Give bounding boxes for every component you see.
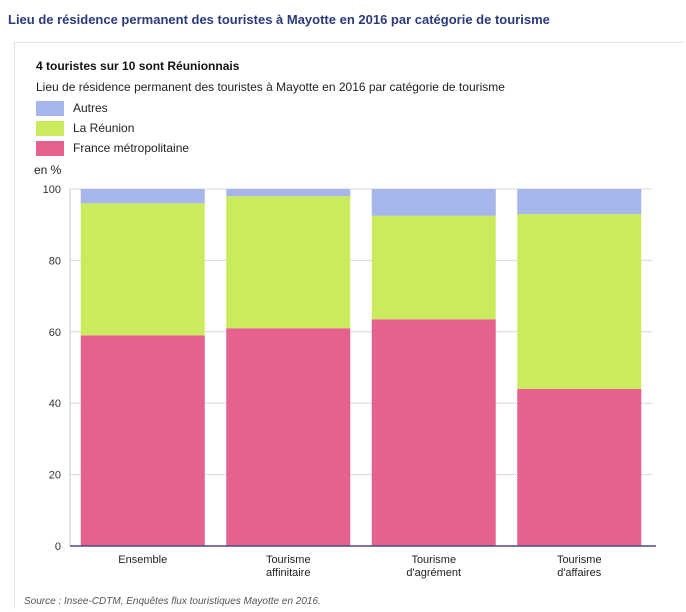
chart-subtitle: Lieu de résidence permanent des touriste… <box>36 80 505 94</box>
bar-0-la-r-union <box>80 203 205 336</box>
legend-swatch-la-reunion <box>36 120 64 136</box>
chart-title: 4 touristes sur 10 sont Réunionnais <box>36 59 240 73</box>
bar-2-autres <box>371 189 496 216</box>
x-tick-label-3-0: Tourisme <box>557 554 602 566</box>
bar-3-autres <box>517 189 642 214</box>
chart-panel <box>14 42 683 609</box>
x-tick-label-1-1: affinitaire <box>266 567 310 579</box>
y-tick-label-80: 80 <box>49 255 61 267</box>
y-axis-unit-label: en % <box>34 163 62 177</box>
bar-2-france-m-tropolitaine <box>371 319 496 546</box>
bar-0-france-m-tropolitaine <box>80 335 205 546</box>
bar-2-la-r-union <box>371 215 496 320</box>
legend-item-la-reunion: La Réunion <box>36 118 189 138</box>
y-tick-label-100: 100 <box>43 184 61 196</box>
x-tick-label-3-1: d'affaires <box>557 567 602 579</box>
bar-1-la-r-union <box>226 196 351 329</box>
legend-swatch-france-metropolitaine <box>36 140 64 156</box>
legend-item-autres: Autres <box>36 98 189 118</box>
y-tick-label-20: 20 <box>49 470 61 482</box>
chart-legend: Autres La Réunion France métropolitaine <box>36 98 189 158</box>
page-title: Lieu de résidence permanent des touriste… <box>8 12 550 27</box>
x-tick-label-1-0: Tourisme <box>266 554 311 566</box>
x-tick-label-0-0: Ensemble <box>118 554 167 566</box>
bar-1-france-m-tropolitaine <box>226 328 351 546</box>
legend-swatch-autres <box>36 100 64 116</box>
bar-0-autres <box>80 189 205 204</box>
source-note: Source : Insee-CDTM, Enquêtes flux touri… <box>24 596 321 607</box>
x-tick-label-2-1: d'agrément <box>406 567 461 579</box>
y-tick-label-0: 0 <box>55 541 61 553</box>
y-tick-label-40: 40 <box>49 398 61 410</box>
legend-label-la-reunion: La Réunion <box>73 121 135 135</box>
legend-item-france-metropolitaine: France métropolitaine <box>36 138 189 158</box>
legend-label-autres: Autres <box>73 101 108 115</box>
bar-1-autres <box>226 189 351 197</box>
x-tick-label-2-0: Tourisme <box>411 554 456 566</box>
bar-3-la-r-union <box>517 213 642 389</box>
legend-label-france-metropolitaine: France métropolitaine <box>73 141 190 155</box>
bar-3-france-m-tropolitaine <box>517 388 642 546</box>
y-tick-label-60: 60 <box>49 327 61 339</box>
